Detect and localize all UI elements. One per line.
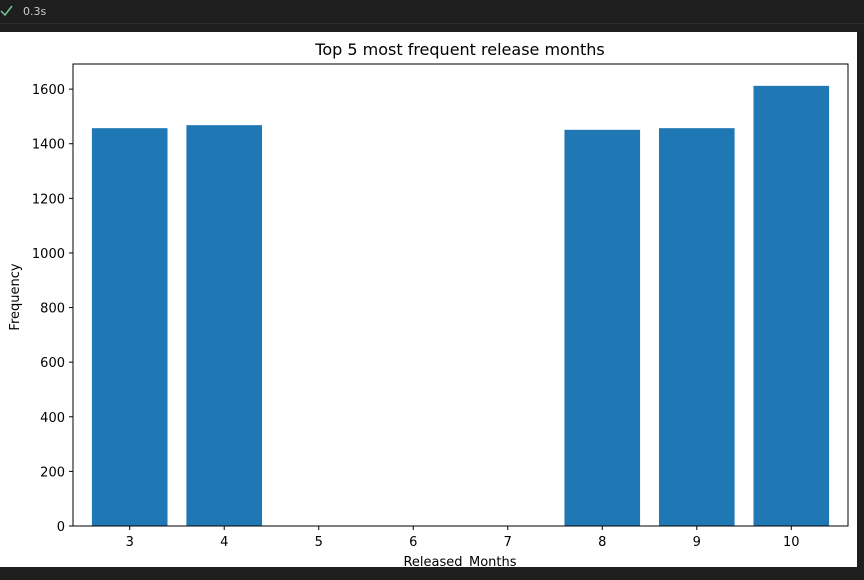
x-tick-label: 6 xyxy=(409,535,417,550)
y-tick-label: 0 xyxy=(57,520,65,535)
x-tick-label: 5 xyxy=(315,535,323,550)
y-tick-label: 800 xyxy=(40,302,65,317)
y-tick-label: 600 xyxy=(40,356,65,371)
execution-time: 0.3s xyxy=(23,5,47,18)
plot-frame xyxy=(72,63,849,527)
x-axis-label: Released_Months xyxy=(403,555,516,567)
y-tick-label: 1600 xyxy=(32,83,65,98)
bar-9 xyxy=(658,128,735,526)
bar-chart: Top 5 most frequent release months Frequ… xyxy=(8,40,849,570)
x-tick-label: 7 xyxy=(504,535,512,550)
bar-10 xyxy=(753,85,830,527)
scrollbar-gutter xyxy=(857,32,864,567)
y-tick-label: 200 xyxy=(40,465,65,480)
x-tick-label: 9 xyxy=(693,535,701,550)
x-tick-label: 4 xyxy=(220,535,228,550)
cell-status-bar: 0.3s xyxy=(0,0,864,24)
y-tick-label: 1000 xyxy=(32,247,65,262)
check-icon xyxy=(0,5,13,17)
x-tick-label: 8 xyxy=(598,535,606,550)
chart-title: Top 5 most frequent release months xyxy=(314,40,604,59)
bar-3 xyxy=(91,128,168,526)
x-tick-label: 10 xyxy=(783,535,800,550)
y-tick-label: 1400 xyxy=(32,138,65,153)
y-axis-label: Frequency xyxy=(8,263,23,330)
bottom-bar xyxy=(0,567,864,580)
bar-4 xyxy=(186,125,263,527)
cell-output: Top 5 most frequent release months Frequ… xyxy=(0,32,857,570)
y-tick-label: 400 xyxy=(40,411,65,426)
bar-8 xyxy=(564,129,641,526)
x-tick-label: 3 xyxy=(126,535,134,550)
y-tick-label: 1200 xyxy=(32,192,65,207)
